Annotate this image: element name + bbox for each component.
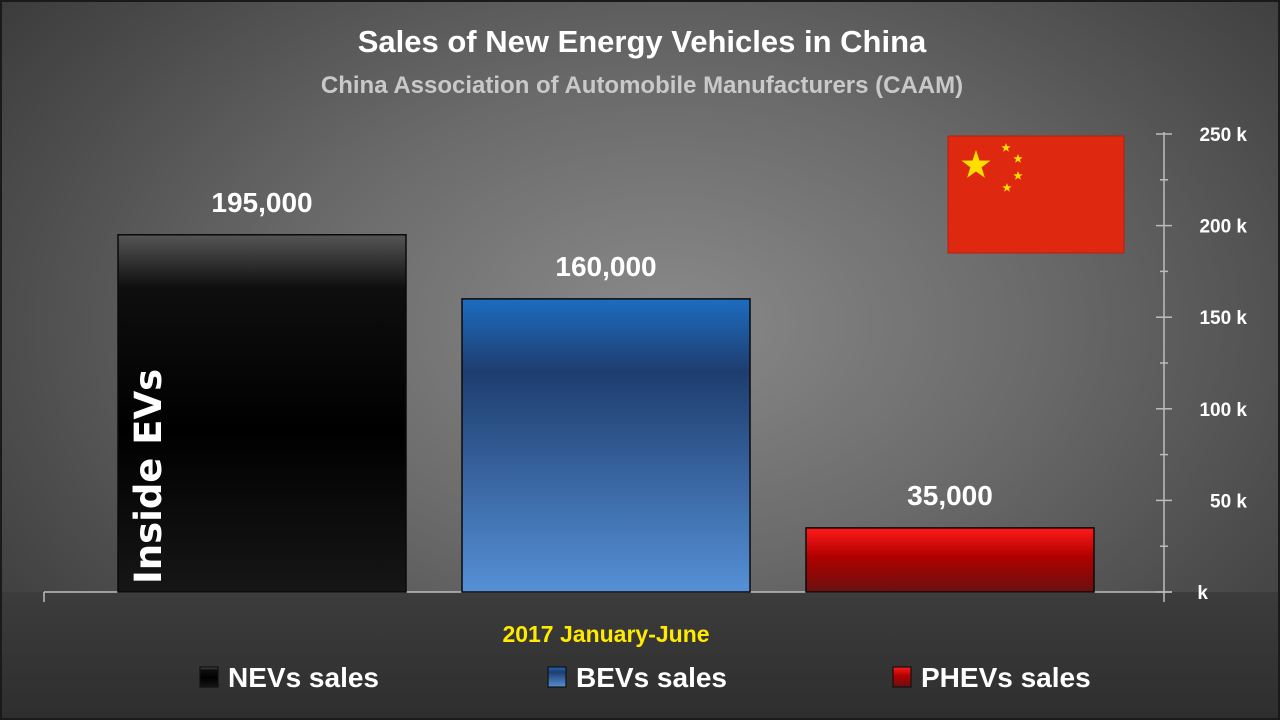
bar-nevs-sales	[117, 234, 407, 593]
legend-label: PHEVs sales	[921, 662, 1091, 693]
bar-bevs-sales	[461, 298, 751, 593]
y-tick-label: 100 k	[1199, 400, 1247, 421]
legend-label: BEVs sales	[576, 662, 727, 693]
bar-value-label: 160,000	[555, 251, 656, 282]
bar-group	[117, 234, 1095, 593]
bar-value-label: 35,000	[907, 480, 993, 511]
legend-swatch	[547, 666, 567, 688]
y-tick-label: 250 k	[1199, 125, 1247, 146]
bar-phevs-sales	[805, 527, 1095, 593]
watermark-text: Inside EVs	[127, 369, 170, 584]
y-tick-label: 150 k	[1199, 308, 1247, 329]
chart-subtitle: China Association of Automobile Manufact…	[320, 72, 964, 99]
y-tick-label: 50 k	[1210, 491, 1247, 512]
legend-swatch	[892, 666, 912, 688]
y-axis-ticks: k 50 k 100 k 150 k 200 k 250 k	[1156, 125, 1247, 604]
chart-title: Sales of New Energy Vehicles in China	[357, 24, 927, 59]
data-labels: 195,000 160,000 35,000	[211, 187, 992, 511]
y-tick-label: 200 k	[1199, 217, 1247, 238]
legend: NEVs sales BEVs sales PHEVs sales	[199, 662, 1091, 693]
china-flag-icon	[947, 135, 1125, 254]
legend-band	[2, 592, 1278, 718]
legend-swatch	[199, 666, 219, 688]
bar-value-label: 195,000	[211, 187, 312, 218]
y-tick-label: k	[1197, 583, 1208, 604]
legend-label: NEVs sales	[228, 662, 379, 693]
x-category-label: 2017 January-June	[502, 621, 709, 647]
